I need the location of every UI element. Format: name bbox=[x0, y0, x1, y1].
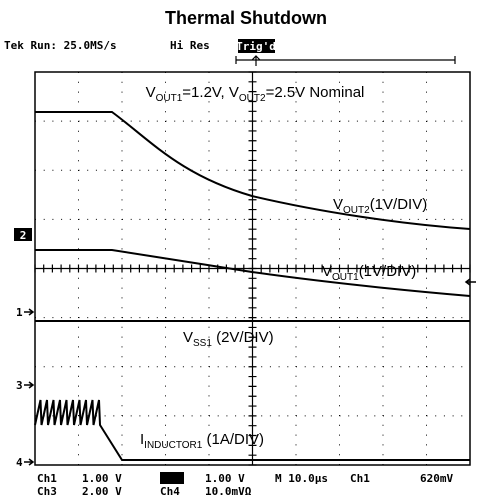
inductor-trace bbox=[34, 399, 470, 461]
vout2-label: VOUT2(1V/DIV) bbox=[333, 196, 427, 216]
footer-ch3: Ch3 bbox=[37, 485, 57, 498]
inductor-label: IINDUCTOR1 (1A/DIV) bbox=[140, 431, 264, 451]
label-text: V bbox=[322, 263, 332, 280]
traces bbox=[34, 111, 471, 461]
label-text: V bbox=[146, 84, 156, 101]
label-text: (1A/DIV) bbox=[202, 431, 264, 448]
trigger-status: Trig'd bbox=[236, 40, 276, 53]
trigger-box bbox=[238, 39, 275, 53]
vss1-label: VSS1 (2V/DIV) bbox=[183, 329, 274, 349]
vout1-trace bbox=[35, 249, 471, 297]
footer-ch4-scale: 10.0mVΩ bbox=[205, 485, 252, 498]
footer-ch1-scale: 1.00 V bbox=[82, 472, 122, 485]
label-text: V bbox=[183, 329, 193, 346]
ch2-box bbox=[160, 472, 184, 484]
ch2-marker-box bbox=[14, 228, 32, 241]
footer-trig-level: 620mV bbox=[420, 472, 453, 485]
subscript: INDUCTOR1 bbox=[144, 440, 203, 451]
ch4-marker: 4 bbox=[16, 456, 23, 469]
label-text: (1V/DIV) bbox=[370, 196, 428, 213]
subscript: OUT1 bbox=[156, 93, 183, 104]
graticule bbox=[34, 71, 471, 466]
nominal-label: VOUT1=1.2V, VOUT2=2.5V Nominal bbox=[146, 84, 365, 104]
footer-ch4: Ch4 bbox=[160, 485, 180, 498]
run-status: Tek Run: 25.0MS/s bbox=[4, 39, 117, 52]
label-text: =1.2V, V bbox=[182, 84, 239, 101]
footer-ch3-scale: 2.00 V bbox=[82, 485, 122, 498]
footer-ch1: Ch1 bbox=[37, 472, 57, 485]
ch2-marker: 2 bbox=[20, 229, 27, 242]
ch3-marker: 3 bbox=[16, 379, 23, 392]
footer-trig-src: Ch1 bbox=[350, 472, 370, 485]
label-text: V bbox=[333, 196, 343, 213]
footer-ch2-scale: 1.00 V bbox=[205, 472, 245, 485]
acq-mode: Hi Res bbox=[170, 39, 210, 52]
vout2-trace bbox=[35, 111, 471, 230]
subscript: OUT2 bbox=[343, 205, 370, 216]
title: Thermal Shutdown bbox=[165, 8, 327, 28]
label-text: (2V/DIV) bbox=[212, 329, 274, 346]
label-text: I bbox=[140, 431, 144, 448]
vout1-label: VOUT1(1V/DIV) bbox=[322, 263, 416, 283]
subscript: OUT1 bbox=[332, 272, 359, 283]
subscript: OUT2 bbox=[239, 93, 266, 104]
record-bracket bbox=[235, 55, 456, 66]
label-text: =2.5V Nominal bbox=[266, 84, 365, 101]
screen-border bbox=[34, 71, 471, 466]
label-text: (1V/DIV) bbox=[359, 263, 417, 280]
level-arrows bbox=[24, 278, 476, 466]
footer-timebase: M 10.0µs bbox=[275, 472, 328, 485]
ch1-marker: 1 bbox=[16, 306, 23, 319]
subscript: SS1 bbox=[193, 338, 212, 349]
